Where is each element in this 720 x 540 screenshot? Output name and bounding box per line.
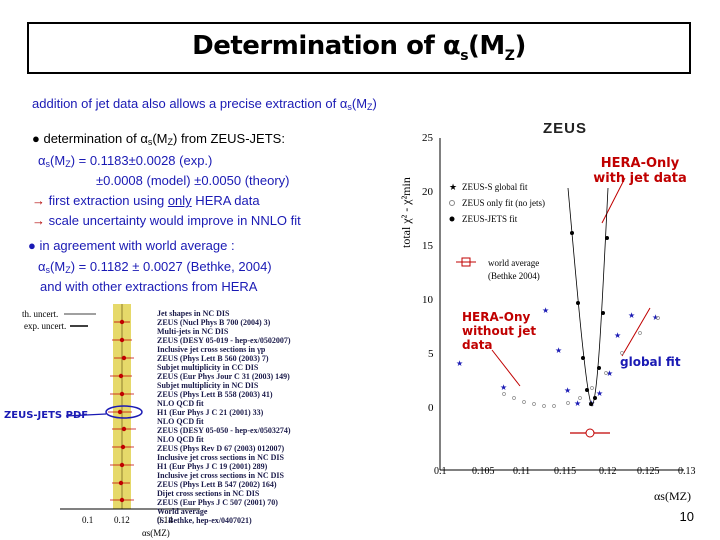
- xtick: 0.105: [472, 466, 495, 477]
- svg-text:ZEUS (Eur Phys J C 507 (2001): ZEUS (Eur Phys J C 507 (2001) 70): [157, 498, 278, 507]
- xtick: 0.14: [157, 515, 173, 525]
- xtick: 0.13: [678, 466, 696, 477]
- svg-text:Subjet multiplicity in NC DIS: Subjet multiplicity in NC DIS: [157, 381, 259, 390]
- svg-text:H1 (Eur Phys J C 19 (2001) 289: H1 (Eur Phys J C 19 (2001) 289): [157, 462, 268, 471]
- ytick: 0: [428, 402, 434, 414]
- intro-text: addition of jet data also allows a preci…: [32, 96, 377, 112]
- svg-text:★: ★: [596, 389, 603, 398]
- svg-text:ZEUS (Phys Rev D 67 (2003) 012: ZEUS (Phys Rev D 67 (2003) 012007): [157, 444, 284, 453]
- svg-text:NLO QCD fit: NLO QCD fit: [157, 435, 204, 444]
- ytick: 25: [422, 132, 434, 144]
- svg-text:★: ★: [628, 311, 635, 320]
- svg-text:★: ★: [574, 399, 581, 408]
- bullet-determination: ● determination of αs(MZ) from ZEUS-JETS…: [32, 131, 285, 147]
- alphas-summary-plot: th. uncert. exp. uncert. 0.1 0.12 0.14 α…: [22, 304, 291, 538]
- xtick: 0.12: [114, 515, 130, 525]
- world-avg-label: world average: [488, 258, 539, 268]
- arrow-scale-uncertainty: → scale uncertainty would improve in NNL…: [32, 213, 301, 228]
- legend-zeus-jets: ZEUS-JETS fit: [462, 214, 518, 224]
- xtick: 0.11: [513, 466, 530, 477]
- svg-text:H1 (Eur Phys J C 21 (2001) 33): H1 (Eur Phys J C 21 (2001) 33): [157, 408, 264, 417]
- svg-text:Inclusive jet cross sections i: Inclusive jet cross sections in NC DIS: [157, 471, 285, 480]
- svg-text:★: ★: [500, 383, 507, 392]
- svg-text:Inclusive jet cross sections i: Inclusive jet cross sections in NC DIS: [157, 453, 285, 462]
- svg-text:NLO QCD fit: NLO QCD fit: [157, 399, 204, 408]
- global-fit-label: global fit: [620, 355, 681, 369]
- title-box: Determination of αs(MZ): [27, 22, 691, 74]
- arrow-icon: →: [32, 193, 45, 208]
- ytick: 10: [422, 294, 434, 306]
- other-extractions: and with other extractions from HERA: [40, 279, 258, 294]
- svg-text:Subjet multiplicity in CC DIS: Subjet multiplicity in CC DIS: [157, 363, 259, 372]
- hera-ony-label: HERA-Ony without jet data: [462, 310, 537, 352]
- th-uncert-label: th. uncert.: [22, 309, 58, 319]
- world-avg-sub: (Bethke 2004): [488, 271, 540, 281]
- xtick: 0.125: [637, 466, 660, 477]
- svg-text:★: ★: [449, 182, 457, 192]
- svg-text:ZEUS (Nucl Phys B 700 (2004) 3: ZEUS (Nucl Phys B 700 (2004) 3): [157, 318, 271, 327]
- xtick: 0.1: [434, 466, 447, 477]
- svg-text:ZEUS (Phys Lett B 558 (2003) 4: ZEUS (Phys Lett B 558 (2003) 41): [157, 390, 273, 399]
- svg-text:Inclusive jet cross sections i: Inclusive jet cross sections in γp: [157, 345, 266, 354]
- chi2-plot: 0 5 10 15 20 25 0.1 0.105 0.11 0.115 0.1…: [399, 132, 696, 503]
- svg-text:★: ★: [456, 359, 463, 368]
- x-axis-label: αs(MZ): [654, 489, 691, 503]
- arrow-icon: →: [32, 213, 45, 228]
- hera-only-label: HERA-Only with jet data: [593, 156, 687, 186]
- xtick: 0.12: [599, 466, 617, 477]
- arrow-first-extraction: → first extraction using only HERA data: [32, 193, 260, 208]
- bullet-agreement: ● in agreement with world average :: [28, 238, 235, 253]
- svg-text:ZEUS (Phys Lett B 547 (2002) 1: ZEUS (Phys Lett B 547 (2002) 164): [157, 480, 277, 489]
- y-axis-label: total χ² - χ²min: [399, 177, 413, 248]
- ytick: 15: [422, 240, 434, 252]
- ytick: 20: [422, 186, 434, 198]
- xtick: 0.1: [82, 515, 93, 525]
- svg-text:(S. Bethke, hep-ex/0407021): (S. Bethke, hep-ex/0407021): [157, 516, 252, 525]
- svg-text:★: ★: [564, 386, 571, 395]
- svg-text:★: ★: [542, 306, 549, 315]
- zeus-jets-pdf-label: ZEUS-JETS PDF: [4, 410, 89, 421]
- svg-text:Dijet cross sections in NC DIS: Dijet cross sections in NC DIS: [157, 489, 260, 498]
- x-axis-label: αs(MZ): [142, 528, 170, 538]
- xtick: 0.115: [554, 466, 576, 477]
- svg-text:ZEUS (DESY 05-050 - hep-ex/050: ZEUS (DESY 05-050 - hep-ex/0503274): [157, 426, 291, 435]
- page-number: 10: [679, 509, 694, 524]
- zeus-label: ZEUS: [543, 120, 588, 137]
- svg-text:★: ★: [555, 346, 562, 355]
- svg-text:Multi-jets in NC DIS: Multi-jets in NC DIS: [157, 327, 229, 336]
- ytick: 5: [428, 348, 434, 360]
- legend-global: ZEUS-S global fit: [462, 182, 528, 192]
- pdf-pointer: [65, 413, 107, 417]
- result-line-2: ±0.0008 (model) ±0.0050 (theory): [96, 173, 290, 188]
- slide-title: Determination of αs(MZ): [192, 31, 526, 65]
- svg-text:NLO QCD fit: NLO QCD fit: [157, 417, 204, 426]
- highlight-ellipse: [105, 405, 143, 419]
- svg-text:World average: World average: [157, 507, 208, 516]
- svg-text:★: ★: [606, 369, 613, 378]
- svg-text:ZEUS (DESY 05-019 - hep-ex/050: ZEUS (DESY 05-019 - hep-ex/0502007): [157, 336, 291, 345]
- svg-text:ZEUS (Phys Lett B 560 (2003) 7: ZEUS (Phys Lett B 560 (2003) 7): [157, 354, 269, 363]
- result-line-1: αs(MZ) = 0.1183±0.0028 (exp.): [38, 153, 213, 169]
- svg-text:★: ★: [614, 331, 621, 340]
- legend-zeus-only: ZEUS only fit (no jets): [462, 198, 545, 208]
- world-average-line: αs(MZ) = 0.1182 ± 0.0027 (Bethke, 2004): [38, 259, 272, 275]
- svg-text:★: ★: [652, 313, 659, 322]
- exp-uncert-label: exp. uncert.: [24, 321, 66, 331]
- svg-text:ZEUS (Eur Phys Jour C 31 (2003: ZEUS (Eur Phys Jour C 31 (2003) 149): [157, 372, 290, 381]
- svg-text:Jet shapes in NC DIS: Jet shapes in NC DIS: [157, 309, 230, 318]
